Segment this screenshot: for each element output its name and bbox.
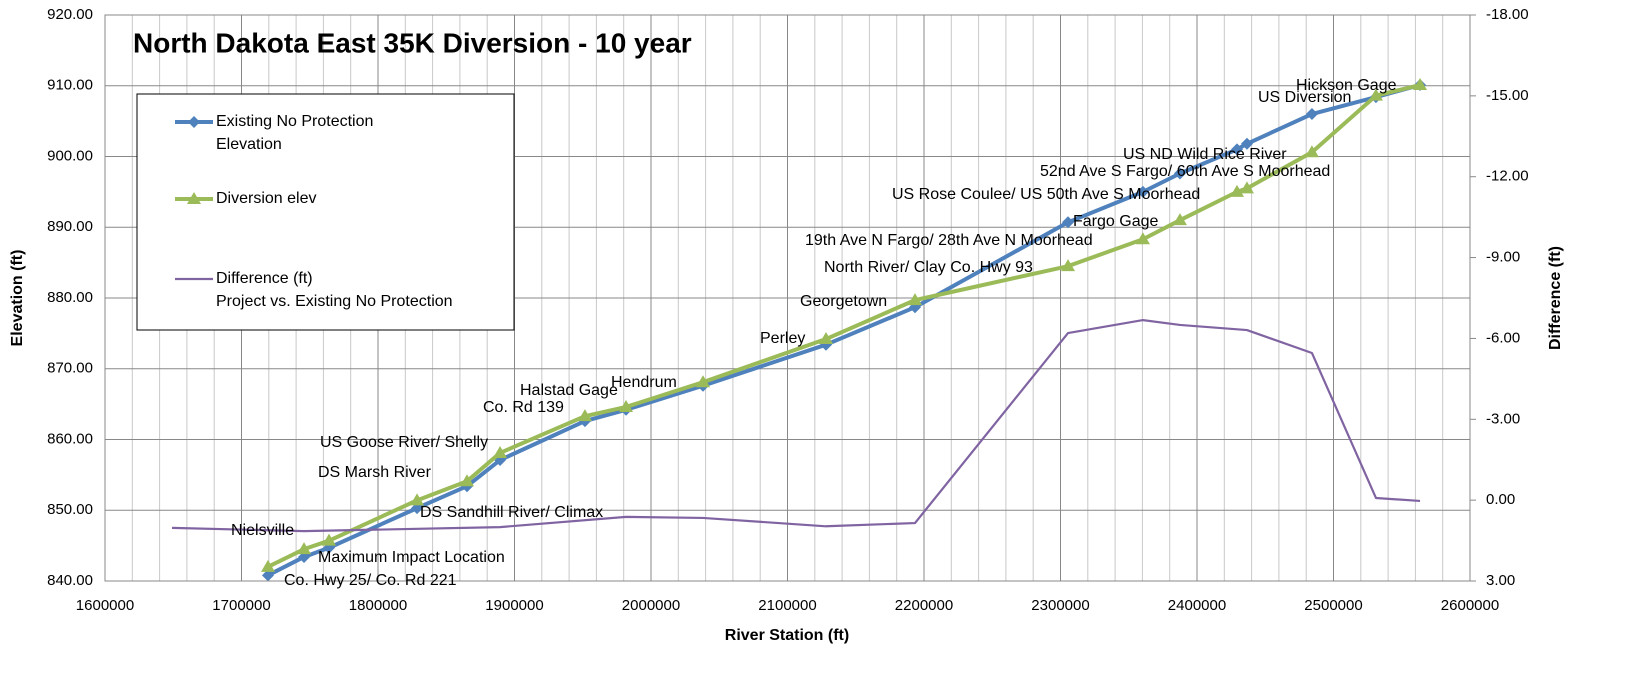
annotation: Fargo Gage (1073, 213, 1158, 230)
annotation: US Diversion (1258, 89, 1351, 106)
y-tick-label: 840.00 (47, 572, 93, 589)
y2-tick-label: -3.00 (1486, 410, 1520, 427)
annotation: US Rose Coulee/ US 50th Ave S Moorhead (892, 186, 1200, 203)
x-tick-label: 1700000 (212, 597, 270, 614)
x-tick-label: 1900000 (485, 597, 543, 614)
y2-tick-label: -9.00 (1486, 249, 1520, 266)
y-tick-label: 880.00 (47, 289, 93, 306)
x-tick-label: 2000000 (622, 597, 680, 614)
y-tick-label: 920.00 (47, 6, 93, 23)
annotation: Halstad Gage (520, 382, 618, 399)
x-tick-label: 2300000 (1031, 597, 1089, 614)
point (1305, 108, 1318, 121)
annotation: DS Marsh River (318, 464, 432, 481)
x-tick-label: 2500000 (1304, 597, 1362, 614)
point (321, 533, 336, 546)
point (907, 293, 922, 306)
y2-tick-label: -18.00 (1486, 6, 1529, 23)
annotation: North River/ Clay Co. Hwy 93 (824, 259, 1033, 276)
annotation: Nielsville (231, 522, 294, 539)
point (1136, 185, 1149, 198)
annotation: Georgetown (800, 293, 887, 310)
point (260, 559, 275, 572)
legend-label: Existing No Protection Elevation (216, 113, 374, 153)
plot-border (104, 14, 1471, 582)
point (1061, 259, 1076, 272)
annotation: Hendrum (611, 374, 677, 391)
point (1062, 216, 1075, 229)
point (1173, 167, 1186, 180)
legend-box (136, 93, 515, 331)
annotation: DS Sandhill River/ Climax (420, 504, 603, 521)
x-tick-label: 2600000 (1441, 597, 1499, 614)
legend-label: Difference (ft) Project vs. Existing No … (216, 270, 453, 310)
y-tick-label: 850.00 (47, 501, 93, 518)
point (1240, 137, 1253, 150)
point (696, 375, 711, 388)
point (297, 542, 312, 555)
y-axis-label: Elevation (ft) (9, 250, 26, 347)
point (410, 493, 425, 506)
point (459, 474, 474, 487)
y2-tick-label: 0.00 (1486, 491, 1515, 508)
y-tick-label: 900.00 (47, 147, 93, 164)
point (1239, 181, 1254, 194)
y-tick-label: 860.00 (47, 430, 93, 447)
x-tick-label: 2200000 (895, 597, 953, 614)
y-tick-label: 870.00 (47, 360, 93, 377)
annotation: 19th Ave N Fargo/ 28th Ave N Moorhead (805, 232, 1093, 249)
x-tick-label: 2400000 (1168, 597, 1226, 614)
series-line (171, 319, 1421, 533)
legend-label: Diversion elev (216, 190, 317, 207)
point (1229, 184, 1244, 197)
point (188, 116, 200, 128)
point (187, 192, 201, 204)
y-tick-label: 890.00 (47, 218, 93, 235)
annotation: Maximum Impact Location (318, 549, 505, 566)
annotation: Hickson Gage (1296, 77, 1397, 94)
x-axis-label: River Station (ft) (725, 627, 849, 644)
chart-title: North Dakota East 35K Diversion - 10 yea… (133, 27, 692, 58)
point (1413, 78, 1428, 91)
y2-tick-label: 3.00 (1486, 572, 1515, 589)
annotation: 52nd Ave S Fargo/ 60th Ave S Moorhead (1040, 163, 1330, 180)
plot (171, 78, 1428, 581)
point (1135, 232, 1150, 245)
point (619, 399, 634, 412)
point (577, 409, 592, 422)
labels: 1600000 1700000 1800000 1900000 2000000 21000… (47, 6, 1528, 614)
point (1368, 88, 1383, 101)
y-tick-label: 910.00 (47, 77, 93, 94)
point (493, 445, 508, 458)
x-tick-label: 2100000 (758, 597, 816, 614)
annotation: US Goose River/ Shelly (320, 434, 488, 451)
point (1230, 143, 1243, 156)
y2-tick-label: -6.00 (1486, 329, 1520, 346)
annotation: Co. Rd 139 (483, 399, 564, 416)
y2-tick-label: -12.00 (1486, 168, 1529, 185)
y2-axis-label: Difference (ft) (1547, 246, 1564, 350)
x-tick-label: 1600000 (76, 597, 134, 614)
annotation: Perley (760, 330, 805, 347)
annotation: Co. Hwy 25/ Co. Rd 221 (284, 572, 457, 589)
point (1304, 145, 1319, 158)
y2-tick-label: -15.00 (1486, 87, 1529, 104)
point (818, 332, 833, 345)
annotation: US ND Wild Rice River (1123, 146, 1287, 163)
point (261, 569, 274, 581)
x-tick-label: 1800000 (349, 597, 407, 614)
point (1172, 213, 1187, 226)
